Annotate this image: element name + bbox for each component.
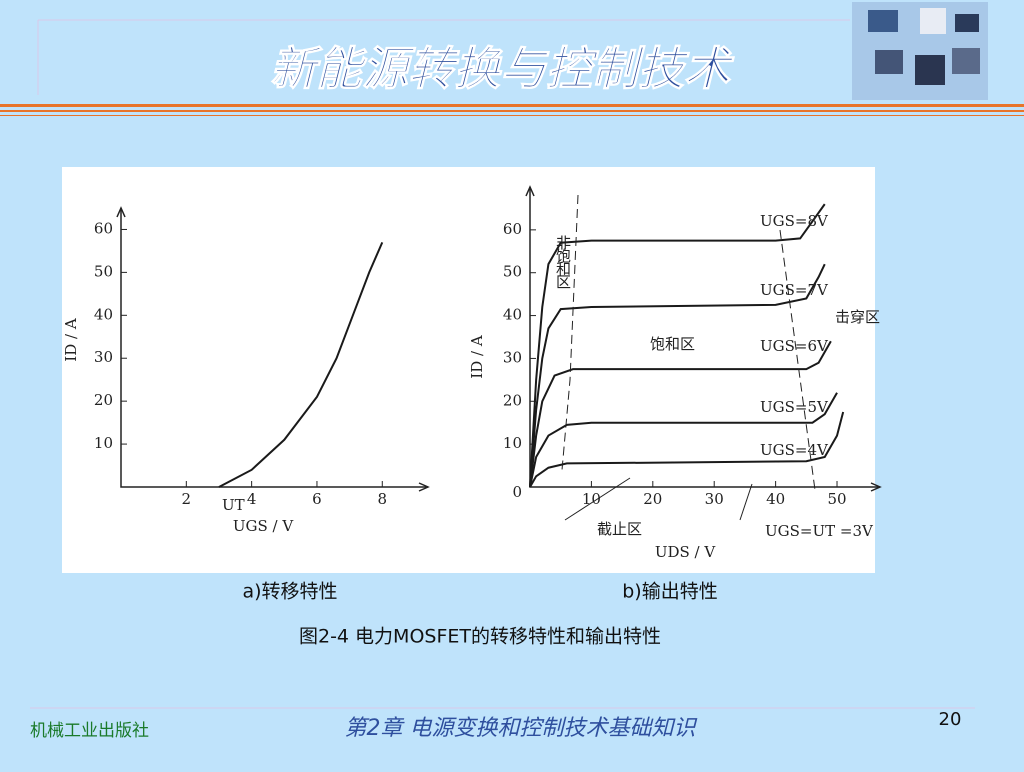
y-tick-label: 50 [503, 263, 522, 281]
curve [218, 241, 384, 488]
header-title: 新能源转换与控制技术 [270, 42, 735, 96]
curve [529, 411, 845, 488]
series-label: UGS=8V [760, 212, 829, 230]
axis-arrow [525, 185, 535, 197]
series-label: UGS=6V [760, 337, 829, 355]
x-tick-label: 30 [705, 490, 724, 508]
axis-arrow [870, 482, 882, 492]
y-tick-label: 30 [503, 348, 522, 366]
x-tick-label: 10 [582, 490, 601, 508]
figure-caption: b)输出特性 [622, 581, 717, 603]
x-tick-label: 50 [827, 490, 846, 508]
y-tick-label: 10 [94, 434, 113, 452]
annotation: UGS=UT =3V [765, 522, 874, 540]
x-axis-label: UDS / V [655, 543, 717, 561]
annotation: 截止区 [597, 520, 642, 538]
figure-caption: a)转移特性 [242, 581, 337, 603]
y-axis-label: ID / A [468, 335, 486, 379]
boundary-lines [561, 194, 816, 521]
annotation: 饱和区 [650, 335, 695, 353]
y-tick-label: 40 [503, 306, 522, 324]
annotation: 击穿区 [835, 308, 880, 326]
x-tick-label: 2 [182, 490, 192, 508]
series-label: UGS=7V [760, 281, 829, 299]
series-label: UGS=4V [760, 441, 829, 459]
series-label: UGS=5V [760, 398, 829, 416]
curve [529, 340, 832, 488]
y-tick-label: 40 [94, 305, 113, 323]
x-tick-label: 20 [643, 490, 662, 508]
x-tick-label: 4 [247, 490, 257, 508]
header-rule [0, 110, 1024, 112]
x-tick-label: 6 [312, 490, 322, 508]
axis-arrow [418, 482, 430, 492]
y-tick-label: 30 [94, 348, 113, 366]
axes [120, 208, 428, 488]
y-tick-label: 10 [503, 434, 522, 452]
y-tick-label: 50 [94, 262, 113, 280]
curve [529, 263, 826, 488]
curve [529, 392, 838, 488]
annotation: UT [222, 496, 245, 514]
figure-title: 图2-4 电力MOSFET的转移特性和输出特性 [299, 626, 661, 648]
header-rule [0, 104, 1024, 107]
y-tick-label: 20 [503, 391, 522, 409]
x-axis-label: UGS / V [233, 517, 294, 535]
y-axis-label: ID / A [62, 318, 80, 362]
y-tick-label: 60 [94, 219, 113, 237]
y-tick-label: 60 [503, 220, 522, 238]
header-rule [0, 115, 1024, 116]
y-tick-label: 20 [94, 391, 113, 409]
x-tick-label: 40 [766, 490, 785, 508]
y-tick-label: 0 [512, 483, 522, 501]
page-number: 20 [939, 709, 962, 730]
x-tick-label: 8 [378, 490, 388, 508]
header-image [852, 2, 988, 100]
footer-publisher: 机械工业出版社 [30, 721, 149, 741]
footer-chapter: 第2章 电源变换和控制技术基础知识 [345, 716, 698, 741]
axis-arrow [116, 206, 126, 218]
